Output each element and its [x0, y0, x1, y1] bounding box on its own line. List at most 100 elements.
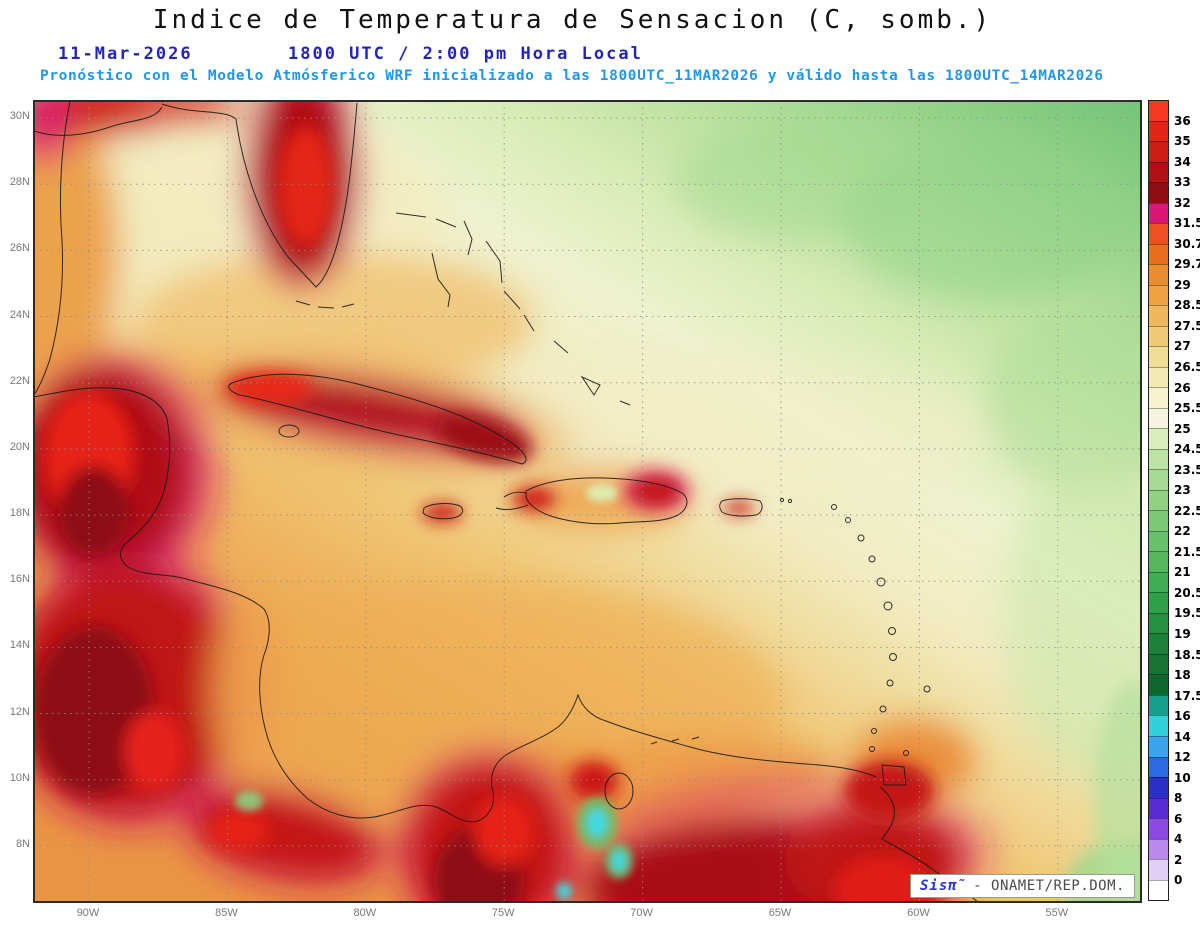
run-time: 1800 UTC / 2:00 pm Hora Local [288, 44, 643, 64]
colorbar-label: 21 [1174, 565, 1191, 580]
colorbar-cell [1149, 120, 1168, 142]
colorbar-label: 23 [1174, 483, 1191, 498]
colorbar-cell [1149, 653, 1168, 675]
colorbar-cell [1149, 859, 1168, 880]
colorbar-label: 12 [1174, 750, 1191, 765]
lon-tick: 65W [768, 907, 792, 919]
colorbar-label: 19.5 [1174, 606, 1200, 621]
colorbar-cell [1149, 161, 1168, 183]
colorbar-label: 8 [1174, 791, 1183, 806]
lon-tick: 60W [907, 907, 930, 919]
forecast-description: Pronóstico con el Modelo Atmósferico WRF… [40, 68, 1104, 84]
lon-tick: 90W [76, 907, 100, 919]
colorbar-label: 24.5 [1174, 442, 1200, 457]
colorbar-cell [1149, 777, 1168, 798]
lat-tick: 24N [9, 308, 30, 321]
colorbar-label: 20.5 [1174, 585, 1200, 600]
colorbar-cell [1149, 838, 1168, 860]
colorbar-cell [1149, 694, 1168, 716]
colorbar-label: 16 [1174, 709, 1191, 724]
colorbar-cell [1149, 756, 1168, 778]
colorbar-label: 14 [1174, 729, 1191, 744]
colorbar-cell [1149, 366, 1168, 388]
colorbar-cell [1149, 448, 1168, 470]
colorbar-cell [1149, 141, 1168, 162]
caribbean-heat-index-map [34, 101, 1141, 902]
lat-tick: 30N [9, 110, 30, 122]
colorbar-label: 17.5 [1174, 688, 1200, 703]
colorbar-cell [1149, 551, 1168, 572]
lat-tick: 18N [9, 507, 30, 520]
colorbar-label: 30.7 [1174, 236, 1200, 251]
credit-text: - ONAMET/REP.DOM. [973, 878, 1125, 894]
colorbar-cell [1149, 818, 1168, 839]
colorbar-label: 27 [1174, 339, 1191, 354]
lat-tick: 10N [9, 771, 30, 784]
page-title: Indice de Temperatura de Sensacion (C, s… [152, 5, 993, 35]
lon-tick: 75W [491, 907, 515, 919]
colorbar-label: 33 [1174, 175, 1191, 190]
colorbar-cell [1149, 715, 1168, 736]
colorbar-cell [1149, 407, 1168, 429]
colorbar-label: 32 [1174, 195, 1191, 210]
colorbar-cell [1149, 223, 1168, 244]
colorbar-cell [1149, 284, 1168, 306]
colorbar-label: 31.5 [1174, 216, 1200, 231]
colorbar-cell [1149, 325, 1168, 347]
lat-tick: 22N [9, 374, 30, 387]
colorbar-label: 10 [1174, 770, 1191, 785]
colorbar-label: 2 [1174, 852, 1183, 867]
colorbar-cell [1149, 101, 1168, 121]
colorbar-cell [1149, 879, 1168, 901]
colorbar-label: 4 [1174, 832, 1183, 847]
colorbar-cell [1149, 243, 1168, 265]
lon-tick: 85W [215, 907, 238, 919]
colorbar-cell [1149, 182, 1168, 203]
colorbar-label: 0 [1174, 873, 1183, 888]
colorbar-cell [1149, 428, 1168, 449]
lat-tick: 12N [9, 705, 30, 718]
lat-tick: 8N [15, 837, 30, 850]
colorbar-label: 28.5 [1174, 298, 1200, 313]
colorbar-label: 18 [1174, 668, 1191, 683]
colorbar-label: 22 [1174, 524, 1191, 539]
colorbar-label: 21.5 [1174, 544, 1200, 559]
colorbar-cell [1149, 612, 1168, 634]
colorbar-cell [1149, 735, 1168, 757]
lat-tick: 28N [9, 176, 30, 189]
colorbar-cell [1149, 510, 1168, 531]
colorbar [1148, 100, 1169, 901]
colorbar-label: 29.7 [1174, 257, 1200, 272]
colorbar-label: 25.5 [1174, 401, 1200, 416]
colorbar-label: 35 [1174, 134, 1191, 149]
colorbar-label: 23.5 [1174, 462, 1200, 477]
colorbar-cell [1149, 469, 1168, 490]
colorbar-label: 26 [1174, 380, 1191, 395]
colorbar-label: 22.5 [1174, 503, 1200, 518]
colorbar-label: 25 [1174, 421, 1191, 436]
colorbar-cell [1149, 264, 1168, 285]
lat-tick: 16N [9, 573, 30, 586]
colorbar-cell [1149, 530, 1168, 552]
colorbar-cell [1149, 633, 1168, 654]
colorbar-cell [1149, 571, 1168, 593]
colorbar-label: 36 [1174, 113, 1191, 128]
run-date: 11-Mar-2026 [58, 44, 193, 64]
lat-tick: 20N [9, 440, 30, 453]
colorbar-label: 34 [1174, 154, 1191, 169]
lon-tick: 55W [1045, 907, 1069, 919]
grid-lines [34, 101, 1141, 902]
colorbar-label: 27.5 [1174, 318, 1200, 333]
colorbar-cell [1149, 305, 1168, 326]
colorbar-cell [1149, 797, 1168, 819]
lat-tick: 14N [9, 639, 30, 652]
coastlines [34, 101, 979, 902]
lat-tick: 26N [9, 242, 30, 255]
heat-field-cores [34, 126, 1141, 902]
colorbar-label: 26.5 [1174, 360, 1200, 374]
colorbar-label: 6 [1174, 811, 1183, 826]
colorbar-cell [1149, 489, 1168, 511]
colorbar-label: 29 [1174, 277, 1191, 292]
lon-tick: 80W [353, 907, 377, 919]
colorbar-label: 19 [1174, 627, 1191, 641]
